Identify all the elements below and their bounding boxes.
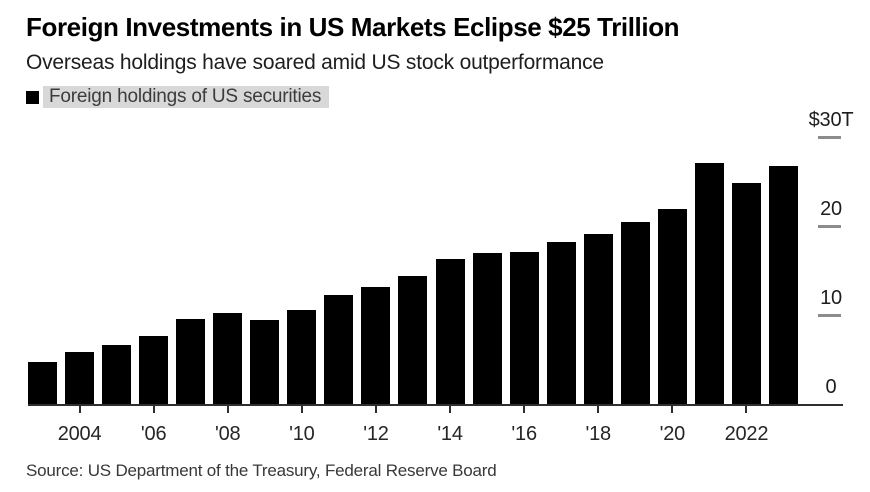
bar-2009 [250,319,280,404]
legend: Foreign holdings of US securities [26,86,330,108]
x-tick-label-2008: '08 [215,423,241,445]
x-tick-label-2012: '12 [363,423,389,445]
y-tick-label-20: 20 [820,198,842,220]
chart-title: Foreign Investments in US Markets Eclips… [26,12,680,42]
x-tick-2004 [78,406,81,413]
x-tick-2018 [597,406,600,413]
bar-2017 [546,242,576,404]
x-tick-label-2004: 2004 [57,423,102,445]
bar-2004 [65,352,95,404]
bar-2005 [102,345,132,404]
y-tick-label-30: $30T [808,109,854,131]
bar-2011 [324,295,354,404]
bar-2019 [620,222,650,404]
y-grid-dash-20 [818,225,841,228]
legend-label: Foreign holdings of US securities [43,86,330,108]
bar-2012 [361,287,391,404]
bar-2014 [435,258,465,404]
x-tick-2022 [745,406,748,413]
bar-2013 [398,275,428,404]
x-tick-2006 [152,406,155,413]
bar-2023 [768,166,798,404]
bar-2007 [176,318,206,404]
x-tick-2016 [523,406,526,413]
y-grid-dash-30 [818,136,841,139]
bar-2020 [657,209,687,404]
bar-2008 [213,313,243,404]
bar-2015 [472,252,502,404]
bar-2003 [28,362,57,404]
x-tick-label-2016: '16 [511,423,537,445]
bar-2021 [694,162,724,404]
x-axis-baseline [28,404,843,406]
x-tick-2012 [374,406,377,413]
y-tick-label-0: 0 [825,376,837,398]
x-tick-2010 [300,406,303,413]
bar-2016 [509,251,539,404]
x-tick-2020 [671,406,674,413]
bar-2022 [731,183,761,404]
bar-2010 [287,309,317,404]
x-tick-label-2014: '14 [437,423,463,445]
bar-2018 [583,234,613,404]
bar-2006 [139,336,169,404]
x-tick-2014 [449,406,452,413]
y-grid-dash-10 [818,314,841,317]
legend-swatch-icon [26,90,39,104]
x-tick-label-2006: '06 [140,423,167,445]
x-tick-2008 [226,406,229,413]
x-tick-label-2022: 2022 [724,423,769,445]
source-note: Source: US Department of the Treasury, F… [26,461,497,480]
chart-subtitle: Overseas holdings have soared amid US st… [26,51,604,74]
x-tick-label-2020: '20 [659,423,686,445]
bars-group [28,134,798,404]
x-tick-label-2018: '18 [585,423,612,445]
y-tick-label-10: 10 [820,287,842,309]
x-tick-label-2010: '10 [289,423,315,445]
